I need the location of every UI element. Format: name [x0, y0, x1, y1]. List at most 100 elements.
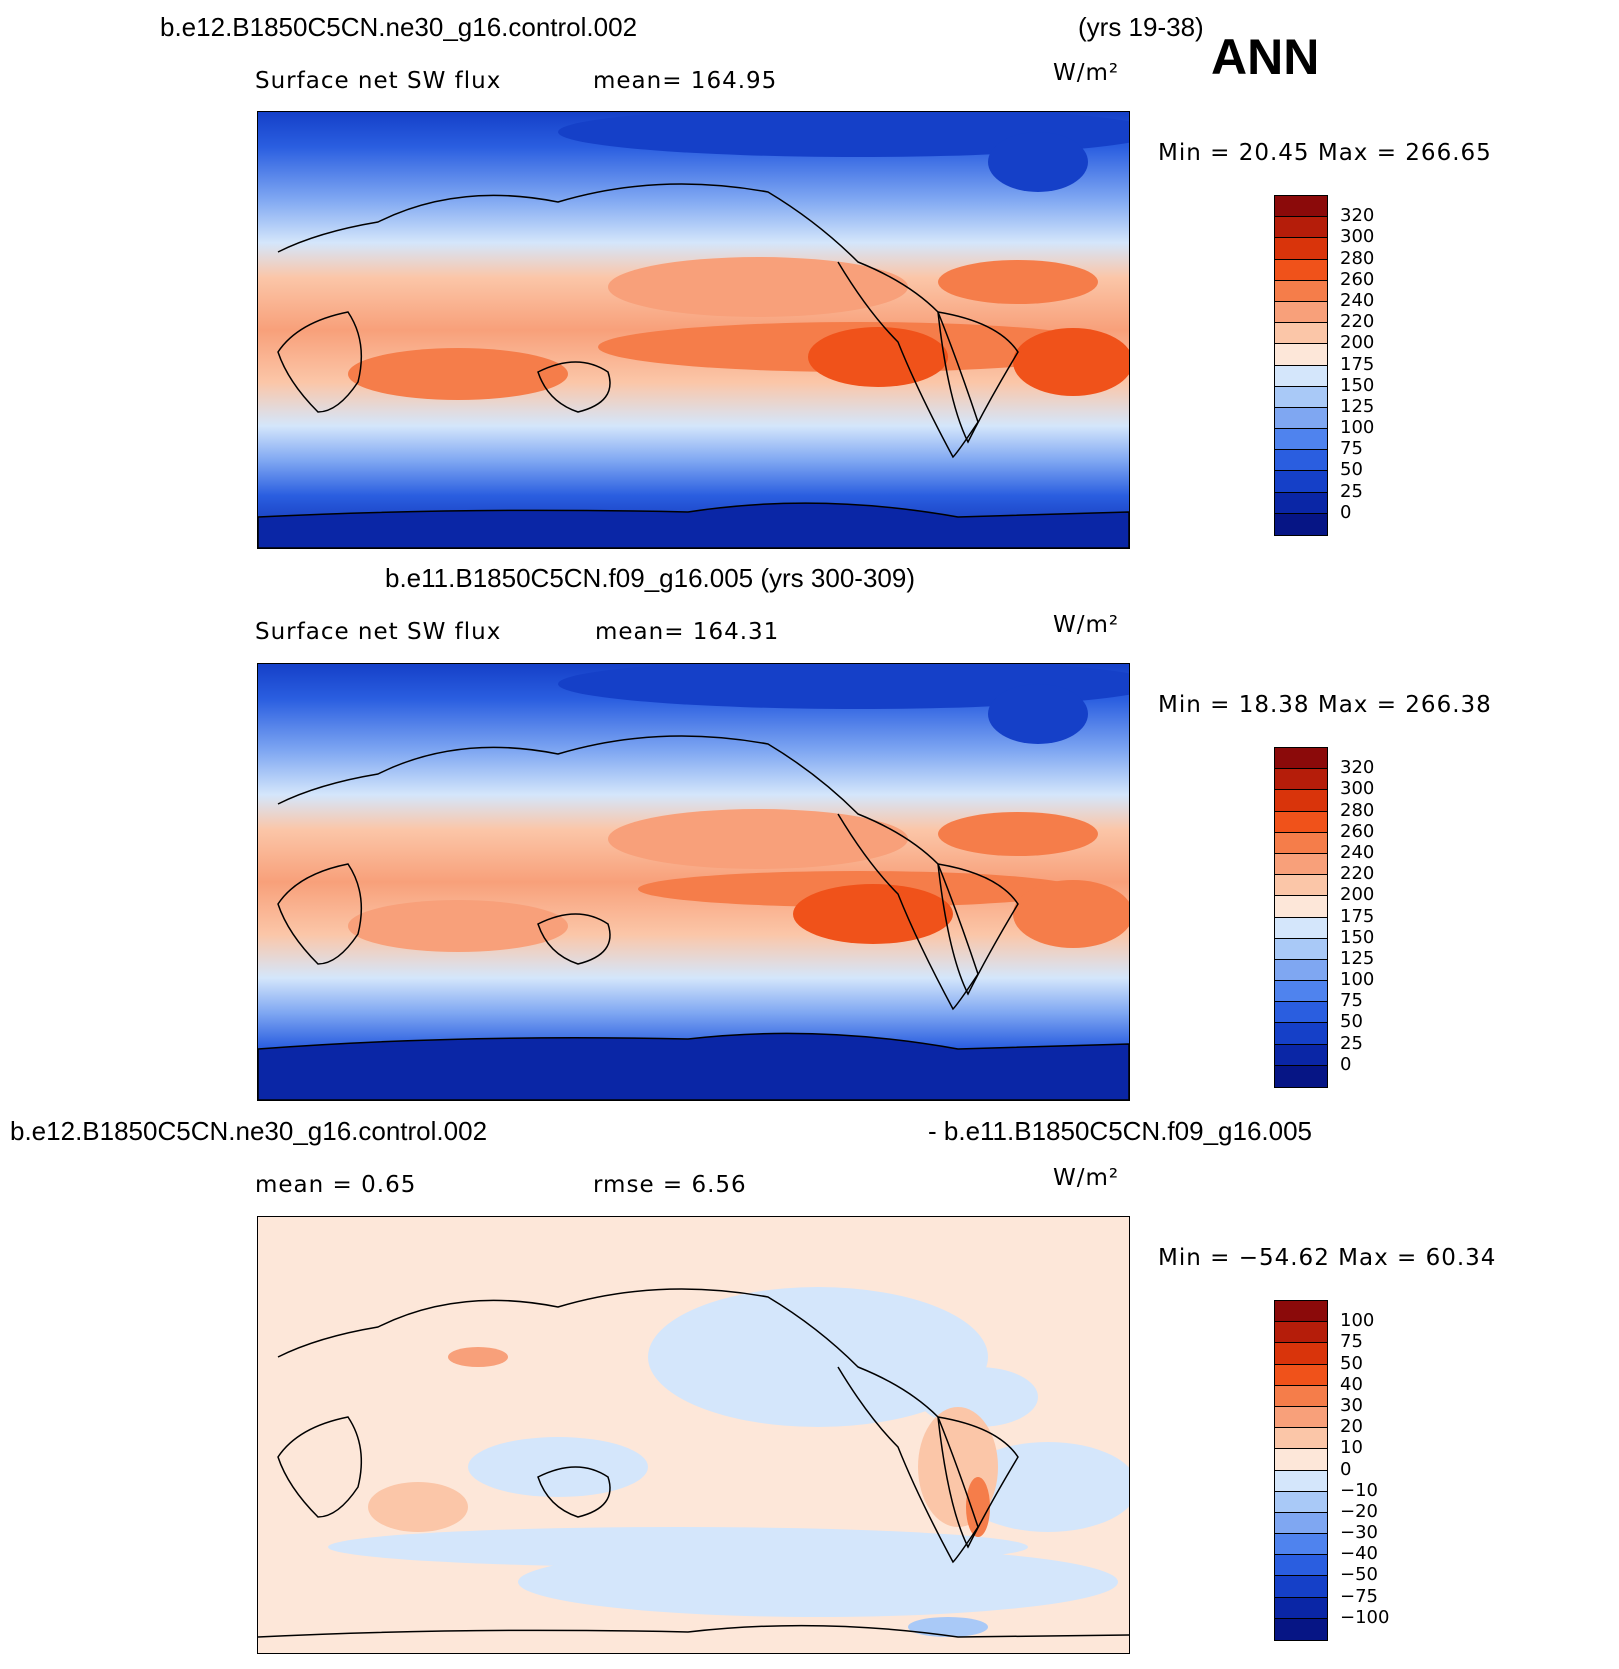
panel3-colorbar-swatch [1275, 1491, 1327, 1513]
panel2-variable: Surface net SW flux [255, 619, 502, 645]
panel2-colorbar [1274, 747, 1328, 1088]
panel1-colorbar-tick-label: 25 [1340, 480, 1363, 502]
panel2-colorbar-tick-label: 280 [1340, 799, 1375, 821]
panel1-colorbar-tick-label: 0 [1340, 501, 1352, 523]
panel1-colorbar-tick-label: 75 [1340, 438, 1363, 460]
panel2-colorbar-swatch [1275, 875, 1327, 897]
panel1-colorbar-swatch [1275, 280, 1327, 302]
panel1-colorbar-swatch [1275, 471, 1327, 493]
panel2-colorbar-swatch [1275, 853, 1327, 876]
panel2-colorbar-swatch [1275, 748, 1327, 770]
panel2-colorbar-swatch [1275, 959, 1327, 982]
panel3-minmax: Min = −54.62 Max = 60.34 [1158, 1245, 1497, 1271]
panel2-minmax: Min = 18.38 Max = 266.38 [1158, 692, 1492, 718]
panel3-colorbar-tick-label: −20 [1340, 1500, 1378, 1522]
panel1-colorbar-swatch [1275, 259, 1327, 281]
panel1-colorbar-tick-label: 175 [1340, 353, 1375, 375]
panel1-colorbar-tick-label: 240 [1340, 289, 1375, 311]
panel1-colorbar-swatch [1275, 196, 1327, 218]
panel2-colorbar-tick-label: 50 [1340, 1011, 1363, 1033]
panel3-colorbar-swatch [1275, 1512, 1327, 1535]
panel1-colorbar-swatch [1275, 386, 1327, 408]
panel3-colorbar-swatch [1275, 1470, 1327, 1492]
panel1-units: W/m² [1053, 60, 1120, 86]
panel3-map [257, 1216, 1130, 1654]
panel2-colorbar-swatch [1275, 811, 1327, 833]
panel1-colorbar-tick-label: 280 [1340, 247, 1375, 269]
panel2-colorbar-swatch [1275, 1044, 1327, 1066]
panel2-units: W/m² [1053, 612, 1120, 638]
panel2-colorbar-swatch [1275, 981, 1327, 1003]
panel1-title-right: (yrs 19-38) [1078, 12, 1204, 42]
panel2-colorbar-swatch [1275, 769, 1327, 791]
season-label: ANN [1211, 29, 1320, 85]
panel1-colorbar-tick-label: 300 [1340, 226, 1375, 248]
panel3-colorbar-tick-label: 40 [1340, 1373, 1363, 1395]
panel2-colorbar-tick-label: 150 [1340, 926, 1375, 948]
panel1-colorbar-swatch [1275, 365, 1327, 387]
panel1-colorbar-swatch [1275, 344, 1327, 366]
panel3-colorbar-tick-label: 75 [1340, 1331, 1363, 1353]
panel2-map [257, 663, 1130, 1101]
panel1-colorbar-swatch [1275, 492, 1327, 514]
panel3-colorbar-tick-label: −30 [1340, 1522, 1378, 1544]
panel3-colorbar-swatch [1275, 1301, 1327, 1323]
panel1-colorbar-tick-label: 50 [1340, 459, 1363, 481]
panel1-colorbar-tick-label: 260 [1340, 268, 1375, 290]
panel2-colorbar-tick-label: 260 [1340, 820, 1375, 842]
panel1-title-left: b.e12.B1850C5CN.ne30_g16.control.002 [160, 12, 638, 42]
panel1-colorbar-swatch [1275, 217, 1327, 239]
panel2-colorbar-tick-label: 300 [1340, 778, 1375, 800]
panel2-colorbar-swatch [1275, 832, 1327, 854]
panel3-colorbar-swatch [1275, 1449, 1327, 1471]
panel3-colorbar-swatch [1275, 1322, 1327, 1344]
panel1-colorbar [1274, 195, 1328, 536]
panel3-title-left: b.e12.B1850C5CN.ne30_g16.control.002 [10, 1116, 488, 1146]
panel3-colorbar-swatch [1275, 1406, 1327, 1429]
panel3-colorbar-tick-label: 20 [1340, 1416, 1363, 1438]
panel2-title: b.e11.B1850C5CN.f09_g16.005 (yrs 300-309… [385, 563, 915, 593]
panel3-colorbar-tick-label: −40 [1340, 1543, 1378, 1565]
panel3-colorbar-swatch [1275, 1343, 1327, 1365]
panel3-colorbar-tick-label: −10 [1340, 1479, 1378, 1501]
panel3-colorbar-tick-label: −100 [1340, 1606, 1390, 1628]
panel2-colorbar-tick-label: 0 [1340, 1053, 1352, 1075]
panel1-colorbar-swatch [1275, 450, 1327, 472]
panel1-colorbar-swatch [1275, 323, 1327, 345]
panel3-title-right: - b.e11.B1850C5CN.f09_g16.005 [928, 1116, 1313, 1146]
panel3-mean: mean = 0.65 [255, 1172, 417, 1198]
panel2-colorbar-tick-label: 125 [1340, 947, 1375, 969]
panel2-colorbar-swatch [1275, 938, 1327, 960]
panel1-colorbar-tick-label: 200 [1340, 332, 1375, 354]
panel2-colorbar-swatch [1275, 917, 1327, 939]
panel1-colorbar-tick-label: 150 [1340, 374, 1375, 396]
panel1-mean: mean= 164.95 [593, 68, 778, 94]
panel1-colorbar-tick-label: 125 [1340, 395, 1375, 417]
panel3-units: W/m² [1053, 1165, 1120, 1191]
panel1-map [257, 111, 1130, 549]
panel2-colorbar-swatch [1275, 1065, 1327, 1087]
panel2-colorbar-swatch [1275, 1002, 1327, 1024]
panel3-rmse: rmse = 6.56 [593, 1172, 747, 1198]
panel3-colorbar-tick-label: 50 [1340, 1352, 1363, 1374]
panel3-colorbar-swatch [1275, 1576, 1327, 1598]
panel3-colorbar-swatch [1275, 1618, 1327, 1640]
panel3-colorbar-tick-label: −75 [1340, 1585, 1378, 1607]
panel2-colorbar-tick-label: 25 [1340, 1032, 1363, 1054]
panel2-colorbar-tick-label: 175 [1340, 905, 1375, 927]
panel3-colorbar-swatch [1275, 1428, 1327, 1450]
panel1-colorbar-tick-label: 100 [1340, 417, 1375, 439]
panel3-colorbar-swatch [1275, 1597, 1327, 1619]
panel3-colorbar-tick-label: 30 [1340, 1394, 1363, 1416]
panel2-mean: mean= 164.31 [595, 619, 780, 645]
panel2-colorbar-swatch [1275, 1023, 1327, 1045]
panel3-colorbar-tick-label: 0 [1340, 1458, 1352, 1480]
panel2-colorbar-swatch [1275, 790, 1327, 812]
panel1-colorbar-swatch [1275, 513, 1327, 535]
panel3-colorbar-tick-label: 100 [1340, 1310, 1375, 1332]
panel1-colorbar-tick-label: 320 [1340, 205, 1375, 227]
panel2-colorbar-tick-label: 240 [1340, 841, 1375, 863]
panel3-colorbar-tick-label: −50 [1340, 1564, 1378, 1586]
panel3-colorbar-swatch [1275, 1555, 1327, 1577]
panel1-colorbar-tick-label: 220 [1340, 311, 1375, 333]
